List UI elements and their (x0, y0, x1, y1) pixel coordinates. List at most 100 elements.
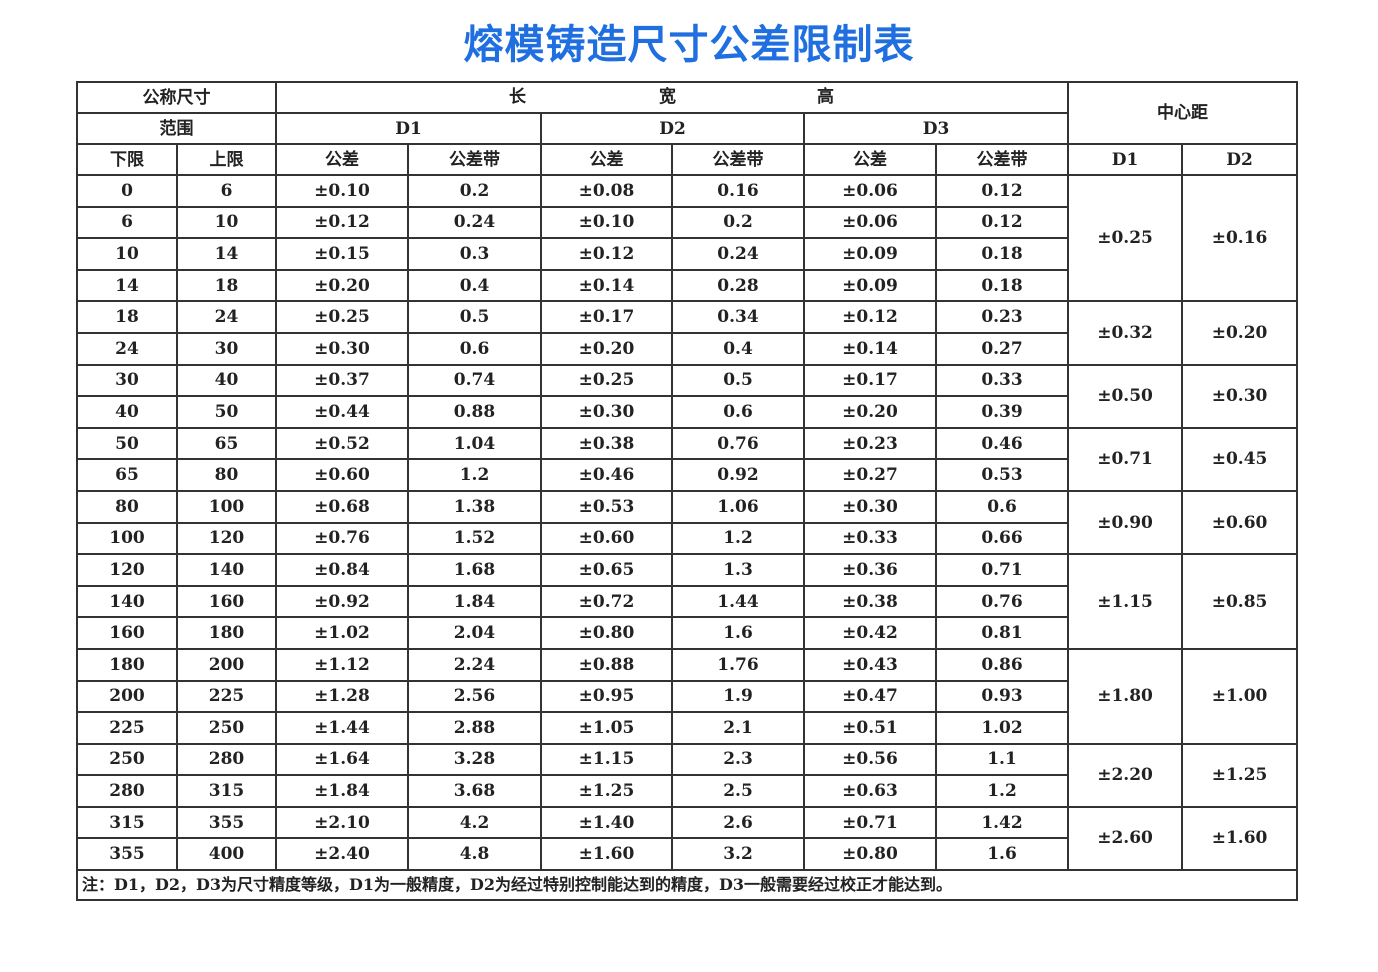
cell-d2-tolerance: ±0.95 (540, 679, 673, 714)
cell-upper: 18 (176, 268, 277, 303)
cell-upper: 50 (176, 395, 277, 429)
header-nominal-size: 公称尺寸 (76, 81, 277, 114)
cell-d3-tolerance: ±0.09 (803, 268, 937, 303)
cell-d1-band: 4.2 (407, 805, 542, 840)
tolerance-table: 公称尺寸 长 宽 高 中心距 范围 D1 D2 D3 下限 上限 公差 公差带 … (75, 81, 1299, 902)
header-row-1: 公称尺寸 长 宽 高 中心距 (76, 81, 1299, 145)
cell-upper: 120 (176, 521, 277, 556)
cell-d3-band: 0.66 (934, 521, 1070, 556)
cell-lower: 0 (76, 174, 178, 208)
cell-d3-band: 0.46 (934, 426, 1070, 461)
cell-upper: 355 (176, 805, 277, 840)
cell-center-d1: ±0.25 (1067, 173, 1184, 303)
cell-d2-tolerance: ±0.80 (540, 616, 673, 650)
cell-d2-tolerance: ±1.25 (540, 774, 673, 808)
cell-center-d1: ±0.32 (1067, 300, 1184, 366)
cell-d3-band: 1.42 (934, 805, 1070, 840)
cell-d1-band: 0.6 (407, 331, 542, 366)
header-range: 范围 (76, 112, 277, 145)
table-row: 160 180 ±1.02 2.04 ±0.80 1.6 ±0.42 0.81 (76, 616, 1297, 650)
cell-upper: 40 (176, 363, 277, 398)
cell-lower: 50 (76, 426, 178, 461)
table-row: 14 18 ±0.20 0.4 ±0.14 0.28 ±0.09 0.18 (76, 268, 1297, 303)
cell-d2-tolerance: ±0.30 (540, 395, 673, 429)
cell-d2-tolerance: ±0.14 (540, 268, 673, 303)
cell-d3-band: 1.02 (934, 711, 1070, 745)
table-row: 24 30 ±0.30 0.6 ±0.20 0.4 ±0.14 0.27 (76, 331, 1297, 366)
table-row: 250 280 ±1.64 3.28 ±1.15 2.3 ±0.56 1.1 ±2.20 ±1.2… (76, 742, 1299, 808)
cell-d2-tolerance: ±1.15 (540, 742, 673, 777)
cell-upper: 100 (176, 489, 277, 524)
cell-d1-band: 1.38 (407, 489, 542, 524)
header-upper: 上限 (176, 143, 277, 176)
cell-upper: 14 (176, 237, 277, 271)
header-center-distance: 中心距 (1067, 81, 1299, 145)
header-center-d1: D1 (1067, 143, 1184, 176)
cell-d3-tolerance: ±0.12 (803, 300, 937, 334)
table-row: 18 24 ±0.25 0.5 ±0.17 0.34 ±0.12 0.23 ±0.32 ±0.20 (76, 300, 1299, 366)
table-note: 注：D1，D2，D3为尺寸精度等级，D1为一般精度，D2为经过特别控制能达到的精… (75, 869, 1299, 902)
cell-center-d2: ±0.20 (1181, 300, 1299, 366)
cell-d2-band: 1.3 (671, 553, 805, 587)
cell-center-d2: ±1.00 (1181, 647, 1299, 745)
cell-d1-band: 0.2 (407, 174, 542, 208)
cell-d2-tolerance: ±0.53 (540, 489, 673, 524)
header-d3: D3 (802, 112, 1070, 145)
cell-d3-tolerance: ±0.20 (803, 395, 937, 429)
cell-d2-tolerance: ±0.20 (540, 331, 673, 366)
cell-center-d1: ±0.90 (1067, 489, 1184, 556)
cell-d1-tolerance: ±0.76 (275, 521, 409, 556)
cell-d1-band: 4.8 (407, 837, 542, 872)
cell-d1-tolerance: ±0.68 (275, 489, 409, 524)
cell-d1-band: 1.68 (407, 553, 542, 587)
table-row: 280 315 ±1.84 3.68 ±1.25 2.5 ±0.63 1.2 (76, 774, 1297, 808)
cell-d3-tolerance: ±0.06 (803, 174, 937, 208)
cell-center-d2: ±0.30 (1181, 363, 1299, 429)
header-d1-tolerance: 公差 (275, 143, 409, 176)
cell-d1-band: 2.88 (407, 711, 542, 745)
header-height: 高 (817, 87, 834, 107)
table-row: 225 250 ±1.44 2.88 ±1.05 2.1 ±0.51 1.02 (76, 711, 1297, 745)
cell-d1-tolerance: ±0.44 (275, 395, 409, 429)
cell-d3-tolerance: ±0.23 (803, 426, 937, 461)
cell-d1-tolerance: ±0.30 (275, 331, 409, 366)
cell-d3-tolerance: ±0.51 (803, 711, 937, 745)
table-row: 140 160 ±0.92 1.84 ±0.72 1.44 ±0.38 0.76 (76, 584, 1297, 619)
header-dimensions: 长 宽 高 (274, 81, 1070, 114)
header-d2-band: 公差带 (671, 143, 805, 176)
cell-upper: 315 (176, 774, 277, 808)
cell-d1-tolerance: ±1.84 (275, 774, 409, 808)
cell-upper: 250 (176, 711, 277, 745)
header-d2: D2 (540, 112, 805, 145)
cell-lower: 10 (76, 237, 178, 271)
cell-d2-band: 2.3 (671, 742, 805, 777)
cell-upper: 6 (176, 174, 277, 208)
table-row: 30 40 ±0.37 0.74 ±0.25 0.5 ±0.17 0.33 ±0.50 ±0.30 (76, 363, 1299, 429)
table-row: 6 10 ±0.12 0.24 ±0.10 0.2 ±0.06 0.12 (76, 205, 1297, 240)
cell-d3-band: 0.53 (934, 458, 1070, 492)
cell-d2-band: 1.2 (671, 521, 805, 556)
cell-lower: 250 (76, 742, 178, 777)
cell-d1-band: 0.88 (407, 395, 542, 429)
cell-upper: 65 (176, 426, 277, 461)
cell-d2-band: 0.34 (671, 300, 805, 334)
cell-d3-band: 0.12 (934, 205, 1070, 240)
cell-d2-tolerance: ±0.88 (540, 647, 673, 682)
cell-upper: 30 (176, 331, 277, 366)
cell-center-d2: ±1.60 (1181, 805, 1299, 872)
cell-upper: 160 (176, 584, 277, 619)
cell-d3-band: 0.18 (934, 268, 1070, 303)
cell-upper: 10 (176, 205, 277, 240)
cell-d3-tolerance: ±0.30 (803, 489, 937, 524)
cell-upper: 400 (176, 837, 277, 872)
cell-d3-tolerance: ±0.27 (803, 458, 937, 492)
cell-upper: 80 (176, 458, 277, 492)
cell-center-d1: ±2.20 (1067, 742, 1184, 808)
cell-d3-band: 0.12 (934, 174, 1070, 208)
cell-d1-band: 1.04 (407, 426, 542, 461)
cell-d3-tolerance: ±0.33 (803, 521, 937, 556)
cell-d2-tolerance: ±0.08 (540, 174, 673, 208)
cell-d1-tolerance: ±2.10 (275, 805, 409, 840)
cell-d2-tolerance: ±0.60 (540, 521, 673, 556)
cell-d2-band: 0.76 (671, 426, 805, 461)
